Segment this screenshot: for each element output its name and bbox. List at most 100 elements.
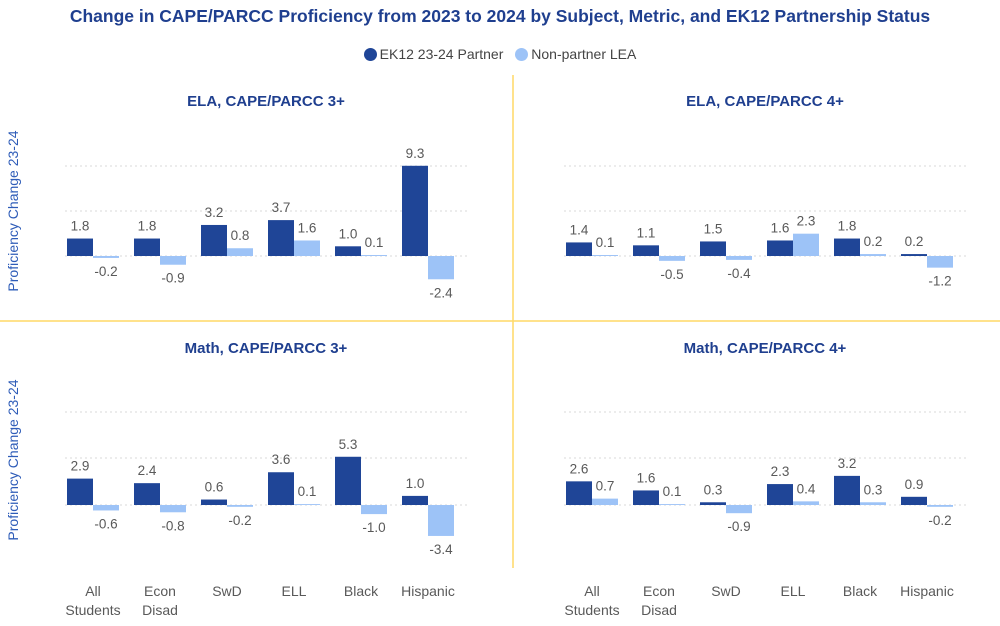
value-label-2-partner-5: 0.2: [905, 234, 924, 249]
value-label-4-nonpartner-5: -0.2: [928, 513, 951, 528]
bar-2-nonpartner-4: [860, 254, 886, 256]
bar-4-partner-3: [767, 484, 793, 505]
value-label-4-nonpartner-2: -0.9: [727, 519, 750, 534]
value-label-2-partner-1: 1.1: [637, 225, 656, 240]
panel-title-2: ELA, CAPE/PARCC 4+: [686, 93, 844, 110]
value-label-3-partner-4: 5.3: [339, 437, 358, 452]
bar-3-partner-4: [335, 456, 361, 505]
bar-3-partner-1: [134, 483, 160, 505]
bar-4-partner-5: [901, 496, 927, 505]
value-label-3-nonpartner-1: -0.8: [161, 518, 184, 533]
bar-1-nonpartner-5: [428, 256, 454, 280]
value-label-4-partner-0: 2.6: [570, 461, 589, 476]
bar-2-partner-0: [566, 242, 592, 256]
bar-1-partner-5: [402, 165, 428, 256]
value-label-1-nonpartner-5: -2.4: [429, 285, 453, 300]
legend-swatch-partner: [363, 47, 377, 61]
value-label-3-partner-2: 0.6: [205, 480, 224, 495]
value-label-2-partner-0: 1.4: [570, 222, 589, 237]
value-label-1-nonpartner-3: 1.6: [298, 220, 317, 235]
category-label-left-1-0: Econ: [144, 583, 176, 599]
bar-4-nonpartner-4: [860, 502, 886, 505]
value-label-2-nonpartner-3: 2.3: [797, 214, 816, 229]
value-label-3-nonpartner-0: -0.6: [94, 516, 117, 531]
bar-2-nonpartner-3: [793, 233, 819, 256]
bar-3-nonpartner-4: [361, 505, 387, 515]
bar-3-nonpartner-2: [227, 505, 253, 507]
bar-4-partner-4: [834, 475, 860, 505]
value-label-1-partner-0: 1.8: [71, 219, 90, 234]
value-label-2-nonpartner-5: -1.2: [928, 274, 951, 289]
bar-2-nonpartner-1: [659, 256, 685, 261]
value-label-2-nonpartner-2: -0.4: [727, 266, 751, 281]
chart-title: Change in CAPE/PARCC Proficiency from 20…: [69, 6, 931, 26]
value-label-2-nonpartner-0: 0.1: [596, 235, 615, 250]
bar-1-nonpartner-2: [227, 248, 253, 256]
bar-2-partner-1: [633, 245, 659, 256]
value-label-3-partner-0: 2.9: [71, 459, 90, 474]
value-label-3-nonpartner-5: -3.4: [429, 542, 453, 557]
value-label-1-nonpartner-1: -0.9: [161, 271, 184, 286]
bar-1-partner-4: [335, 246, 361, 256]
value-label-4-nonpartner-3: 0.4: [797, 481, 816, 496]
category-label-right-1-1: Disad: [641, 602, 677, 618]
bar-2-partner-5: [901, 254, 927, 256]
value-label-2-nonpartner-4: 0.2: [864, 234, 883, 249]
bar-3-nonpartner-0: [93, 505, 119, 511]
value-label-4-partner-1: 1.6: [637, 470, 656, 485]
value-label-1-partner-5: 9.3: [406, 146, 425, 161]
value-label-3-nonpartner-3: 0.1: [298, 484, 317, 499]
value-label-1-partner-2: 3.2: [205, 205, 224, 220]
bar-2-partner-3: [767, 240, 793, 256]
panel-title-4: Math, CAPE/PARCC 4+: [684, 340, 847, 357]
value-label-4-partner-5: 0.9: [905, 477, 924, 492]
bar-1-nonpartner-0: [93, 256, 119, 258]
category-label-left-1-1: Disad: [142, 602, 178, 618]
category-label-right-5-0: Hispanic: [900, 583, 954, 599]
bar-3-partner-3: [268, 472, 294, 505]
legend-item-nonpartner: Non-partner LEA: [515, 46, 636, 62]
bar-3-partner-0: [67, 478, 93, 505]
panel-title-1: ELA, CAPE/PARCC 3+: [187, 93, 345, 110]
category-label-right-4-0: Black: [843, 583, 878, 599]
bar-1-partner-0: [67, 238, 93, 256]
bar-3-partner-5: [402, 495, 428, 505]
value-label-1-partner-4: 1.0: [339, 226, 358, 241]
value-label-1-partner-3: 3.7: [272, 200, 291, 215]
value-label-4-nonpartner-4: 0.3: [864, 482, 883, 497]
bar-1-partner-3: [268, 220, 294, 256]
bar-4-partner-1: [633, 490, 659, 505]
legend: EK12 23-24 Partner Non-partner LEA: [0, 46, 1000, 64]
bar-1-nonpartner-4: [361, 255, 387, 256]
bar-3-partner-2: [201, 499, 227, 505]
value-label-2-partner-2: 1.5: [704, 221, 723, 236]
category-label-left-3-0: ELL: [282, 583, 307, 599]
bar-3-nonpartner-3: [294, 504, 320, 505]
category-label-right-0-1: Students: [564, 602, 619, 618]
category-label-left-2-0: SwD: [212, 583, 242, 599]
value-label-3-partner-1: 2.4: [138, 463, 157, 478]
bar-2-nonpartner-5: [927, 256, 953, 268]
panel-title-3: Math, CAPE/PARCC 3+: [185, 340, 348, 357]
value-label-3-partner-5: 1.0: [406, 476, 425, 491]
bar-1-partner-1: [134, 238, 160, 256]
legend-label-nonpartner: Non-partner LEA: [531, 46, 637, 62]
bar-4-nonpartner-0: [592, 498, 618, 505]
bar-3-nonpartner-1: [160, 505, 186, 513]
category-label-left-0-0: All: [85, 583, 101, 599]
value-label-3-nonpartner-2: -0.2: [228, 513, 251, 528]
value-label-1-nonpartner-2: 0.8: [231, 228, 250, 243]
value-label-4-partner-4: 3.2: [838, 456, 857, 471]
category-label-left-5-0: Hispanic: [401, 583, 455, 599]
value-label-1-nonpartner-0: -0.2: [94, 264, 117, 279]
value-label-1-partner-1: 1.8: [138, 219, 157, 234]
bar-4-partner-2: [700, 502, 726, 505]
value-label-1-nonpartner-4: 0.1: [365, 235, 384, 250]
value-label-4-nonpartner-1: 0.1: [663, 484, 682, 499]
bar-4-partner-0: [566, 481, 592, 505]
category-label-left-4-0: Black: [344, 583, 379, 599]
category-label-right-0-0: All: [584, 583, 600, 599]
bar-1-partner-2: [201, 224, 227, 256]
legend-item-partner: EK12 23-24 Partner: [363, 46, 503, 62]
